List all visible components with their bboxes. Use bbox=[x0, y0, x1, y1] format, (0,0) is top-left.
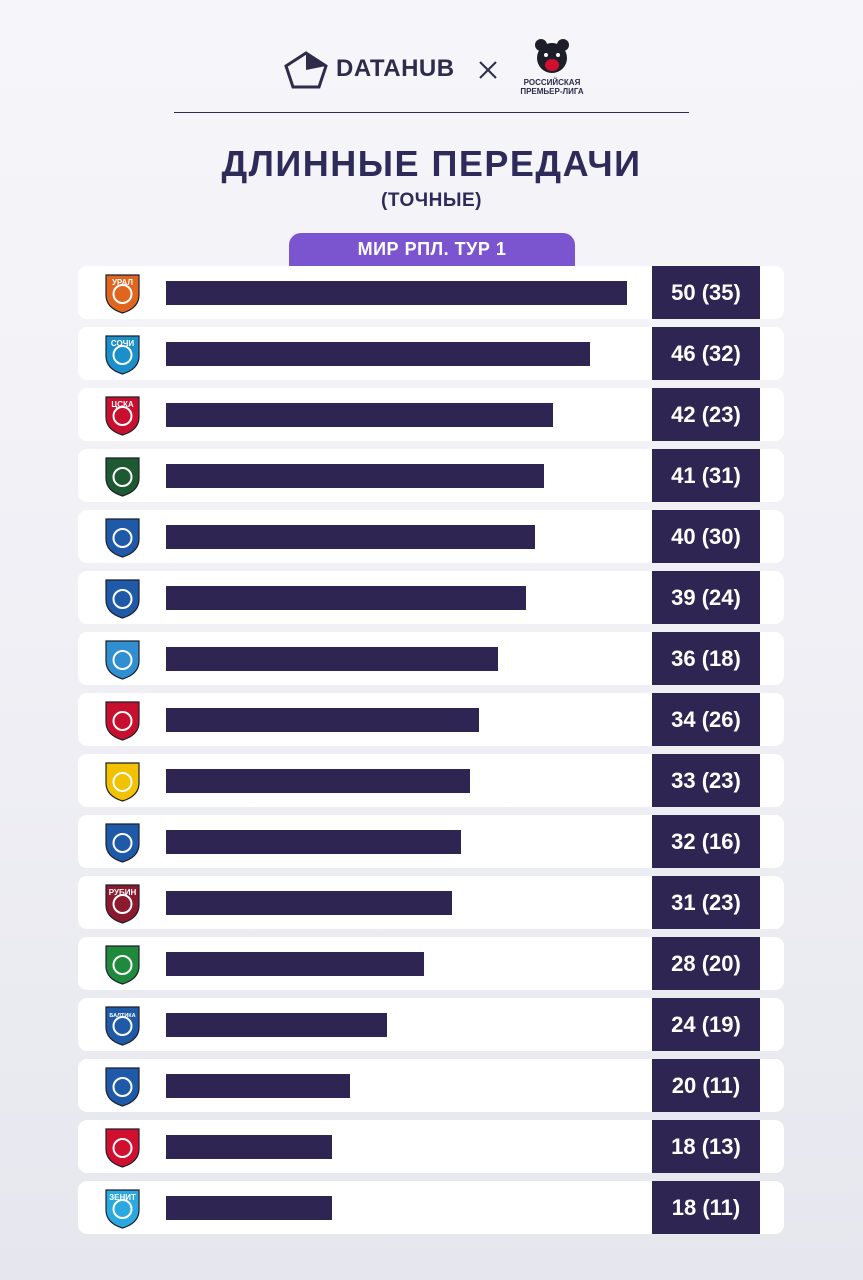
chart-row: БАЛТИКА 24 (19) bbox=[78, 998, 784, 1051]
value-label: 46 (32) bbox=[652, 327, 760, 380]
value-label: 42 (23) bbox=[652, 388, 760, 441]
chart-row: 33 (23) bbox=[78, 754, 784, 807]
bar bbox=[166, 586, 526, 610]
value-label: 20 (11) bbox=[652, 1059, 760, 1112]
bar bbox=[166, 647, 498, 671]
value-label: 39 (24) bbox=[652, 571, 760, 624]
logo-text: СОЧИ bbox=[111, 339, 134, 348]
value-label: 36 (18) bbox=[652, 632, 760, 685]
ural-logo-icon: УРАЛ bbox=[100, 270, 145, 315]
chart-row: 28 (20) bbox=[78, 937, 784, 990]
logo-text: РУБИН bbox=[109, 888, 137, 897]
chart-row: 41 (31) bbox=[78, 449, 784, 502]
chart-row: 34 (26) bbox=[78, 693, 784, 746]
chart-row: 32 (16) bbox=[78, 815, 784, 868]
orenburg-logo-icon bbox=[100, 636, 145, 681]
zenit-logo-icon: ЗЕНИТ bbox=[100, 1185, 145, 1230]
chart-row: 39 (24) bbox=[78, 571, 784, 624]
bar bbox=[166, 769, 470, 793]
chart-row: 20 (11) bbox=[78, 1059, 784, 1112]
chart-row: 40 (30) bbox=[78, 510, 784, 563]
bar bbox=[166, 1013, 387, 1037]
sochi-logo-icon: СОЧИ bbox=[100, 331, 145, 376]
rostov-logo-icon bbox=[100, 758, 145, 803]
chart-row: 36 (18) bbox=[78, 632, 784, 685]
value-label: 18 (13) bbox=[652, 1120, 760, 1173]
bar bbox=[166, 891, 452, 915]
logo-text: ЦСКА bbox=[111, 400, 134, 409]
times-icon bbox=[479, 61, 497, 79]
value-label: 33 (23) bbox=[652, 754, 760, 807]
fakel-logo-icon bbox=[100, 575, 145, 620]
value-label: 18 (11) bbox=[652, 1181, 760, 1234]
chart-row: ЦСКА 42 (23) bbox=[78, 388, 784, 441]
bar bbox=[166, 708, 479, 732]
value-label: 34 (26) bbox=[652, 693, 760, 746]
bar bbox=[166, 1074, 350, 1098]
pari-nn-logo-icon bbox=[100, 819, 145, 864]
krylia-sovetov-logo-icon bbox=[100, 514, 145, 559]
datahub-pentagon-icon bbox=[284, 51, 328, 89]
bar bbox=[166, 830, 461, 854]
chart-row: УРАЛ 50 (35) bbox=[78, 266, 784, 319]
bar bbox=[166, 525, 535, 549]
krasnodar-logo-icon bbox=[100, 453, 145, 498]
logo-text: УРАЛ bbox=[112, 278, 133, 287]
dinamo-logo-icon bbox=[100, 1063, 145, 1108]
bar bbox=[166, 281, 627, 305]
rpl-text-line2: ПРЕМЬЕР-ЛИГА bbox=[520, 87, 584, 96]
logo-text: ЗЕНИТ bbox=[109, 1193, 136, 1202]
chart-row: 18 (13) bbox=[78, 1120, 784, 1173]
value-label: 41 (31) bbox=[652, 449, 760, 502]
datahub-logo-text: DATAHUB bbox=[336, 55, 455, 82]
chart-row: СОЧИ 46 (32) bbox=[78, 327, 784, 380]
lokomotiv-logo-icon bbox=[100, 697, 145, 742]
page-title: ДЛИННЫЕ ПЕРЕДАЧИ bbox=[221, 143, 642, 184]
page-subtitle: (ТОЧНЫЕ) bbox=[381, 190, 482, 211]
bar bbox=[166, 342, 590, 366]
value-label: 40 (30) bbox=[652, 510, 760, 563]
bar bbox=[166, 952, 424, 976]
chart-row: ЗЕНИТ 18 (11) bbox=[78, 1181, 784, 1234]
header-divider bbox=[174, 112, 689, 113]
value-label: 24 (19) bbox=[652, 998, 760, 1051]
bar bbox=[166, 403, 553, 427]
rpl-text-line1: РОССИЙСКАЯ bbox=[523, 78, 581, 87]
bar bbox=[166, 1135, 332, 1159]
rubin-logo-icon: РУБИН bbox=[100, 880, 145, 925]
rpl-logo-text: РОССИЙСКАЯ ПРЕМЬЕР-ЛИГА bbox=[500, 78, 604, 96]
cska-logo-icon: ЦСКА bbox=[100, 392, 145, 437]
header: DATAHUB РОССИЙСКАЯ ПРЕМЬЕР-ЛИГА bbox=[0, 0, 863, 120]
value-label: 32 (16) bbox=[652, 815, 760, 868]
round-tab: МИР РПЛ. ТУР 1 bbox=[289, 233, 575, 266]
rpl-bear-logo-icon bbox=[535, 39, 569, 73]
spartak-logo-icon bbox=[100, 1124, 145, 1169]
bar bbox=[166, 1196, 332, 1220]
logo-text: БАЛТИКА bbox=[109, 1013, 135, 1019]
baltika-logo-icon: БАЛТИКА bbox=[100, 1002, 145, 1047]
value-label: 50 (35) bbox=[652, 266, 760, 319]
akhmat-logo-icon bbox=[100, 941, 145, 986]
value-label: 31 (23) bbox=[652, 876, 760, 929]
chart-row: РУБИН 31 (23) bbox=[78, 876, 784, 929]
value-label: 28 (20) bbox=[652, 937, 760, 990]
bar bbox=[166, 464, 544, 488]
